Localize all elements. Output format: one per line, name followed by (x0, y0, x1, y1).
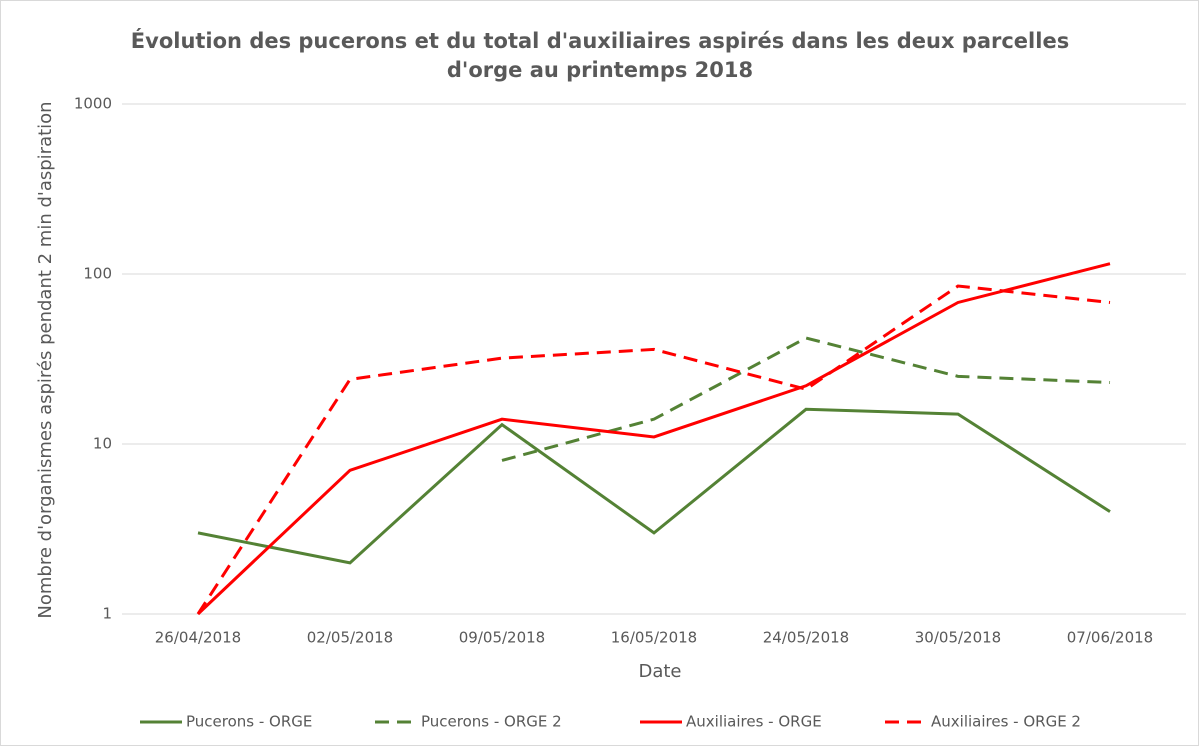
chart-title: d'orge au printemps 2018 (447, 58, 753, 82)
y-tick-label: 10 (93, 435, 112, 453)
legend-label: Pucerons - ORGE 2 (421, 713, 562, 731)
x-tick-label: 07/06/2018 (1067, 629, 1153, 647)
legend-label: Auxiliaires - ORGE (686, 713, 822, 731)
x-axis-label: Date (638, 661, 681, 682)
y-tick-label: 1 (102, 605, 112, 623)
x-tick-label: 26/04/2018 (155, 629, 241, 647)
series-line (197, 407, 1111, 565)
y-tick-label: 1000 (74, 95, 112, 113)
legend-label: Auxiliaires - ORGE 2 (931, 713, 1081, 731)
x-tick-label: 02/05/2018 (307, 629, 393, 647)
x-tick-label: 24/05/2018 (763, 629, 849, 647)
series-line (196, 284, 1111, 615)
x-tick-label: 30/05/2018 (915, 629, 1001, 647)
series-line (501, 336, 1111, 462)
chart-title: Évolution des pucerons et du total d'aux… (131, 28, 1069, 53)
legend-label: Pucerons - ORGE (186, 713, 312, 731)
y-axis-label: Nombre d'organismes aspirés pendant 2 mi… (35, 101, 56, 618)
x-tick-label: 09/05/2018 (459, 629, 545, 647)
x-tick-label: 16/05/2018 (611, 629, 697, 647)
series-line (196, 262, 1111, 616)
y-tick-label: 100 (83, 265, 112, 283)
